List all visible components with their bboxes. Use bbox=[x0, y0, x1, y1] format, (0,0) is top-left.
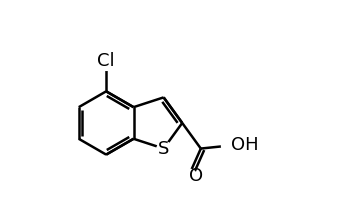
Text: OH: OH bbox=[231, 137, 258, 155]
Text: Cl: Cl bbox=[98, 52, 115, 70]
Text: O: O bbox=[189, 167, 203, 185]
Text: S: S bbox=[158, 140, 169, 158]
